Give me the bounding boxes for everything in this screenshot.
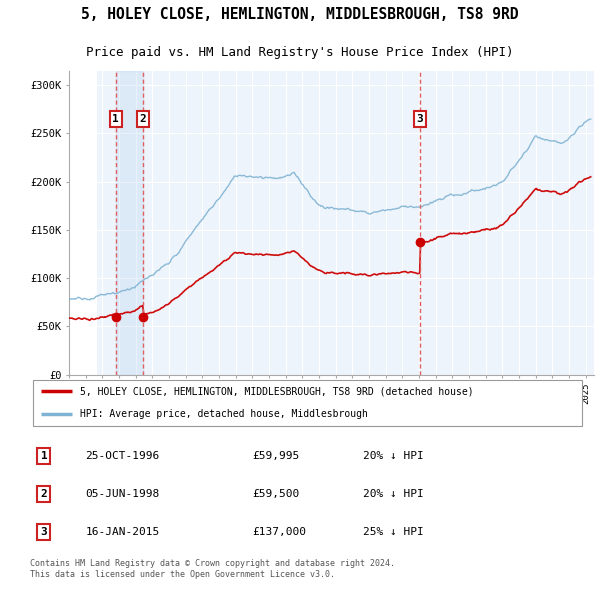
Text: 3: 3	[416, 114, 423, 124]
Text: 25-OCT-1996: 25-OCT-1996	[86, 451, 160, 461]
Text: 5, HOLEY CLOSE, HEMLINGTON, MIDDLESBROUGH, TS8 9RD (detached house): 5, HOLEY CLOSE, HEMLINGTON, MIDDLESBROUG…	[80, 386, 473, 396]
Text: £137,000: £137,000	[252, 527, 306, 537]
Text: 20% ↓ HPI: 20% ↓ HPI	[363, 489, 424, 499]
Text: 05-JUN-1998: 05-JUN-1998	[86, 489, 160, 499]
Text: 1: 1	[41, 451, 47, 461]
Text: 2: 2	[41, 489, 47, 499]
Bar	[69, 71, 97, 375]
Text: HPI: Average price, detached house, Middlesbrough: HPI: Average price, detached house, Midd…	[80, 409, 368, 419]
Text: 20% ↓ HPI: 20% ↓ HPI	[363, 451, 424, 461]
Text: Price paid vs. HM Land Registry's House Price Index (HPI): Price paid vs. HM Land Registry's House …	[86, 47, 514, 60]
Text: 3: 3	[41, 527, 47, 537]
Text: 1: 1	[112, 114, 119, 124]
Text: 5, HOLEY CLOSE, HEMLINGTON, MIDDLESBROUGH, TS8 9RD: 5, HOLEY CLOSE, HEMLINGTON, MIDDLESBROUG…	[81, 8, 519, 22]
Text: £59,500: £59,500	[252, 489, 299, 499]
Text: 16-JAN-2015: 16-JAN-2015	[86, 527, 160, 537]
Text: Contains HM Land Registry data © Crown copyright and database right 2024.
This d: Contains HM Land Registry data © Crown c…	[30, 559, 395, 579]
Text: 2: 2	[139, 114, 146, 124]
Text: 25% ↓ HPI: 25% ↓ HPI	[363, 527, 424, 537]
FancyBboxPatch shape	[33, 379, 581, 426]
Text: £59,995: £59,995	[252, 451, 299, 461]
Bar	[116, 71, 143, 375]
